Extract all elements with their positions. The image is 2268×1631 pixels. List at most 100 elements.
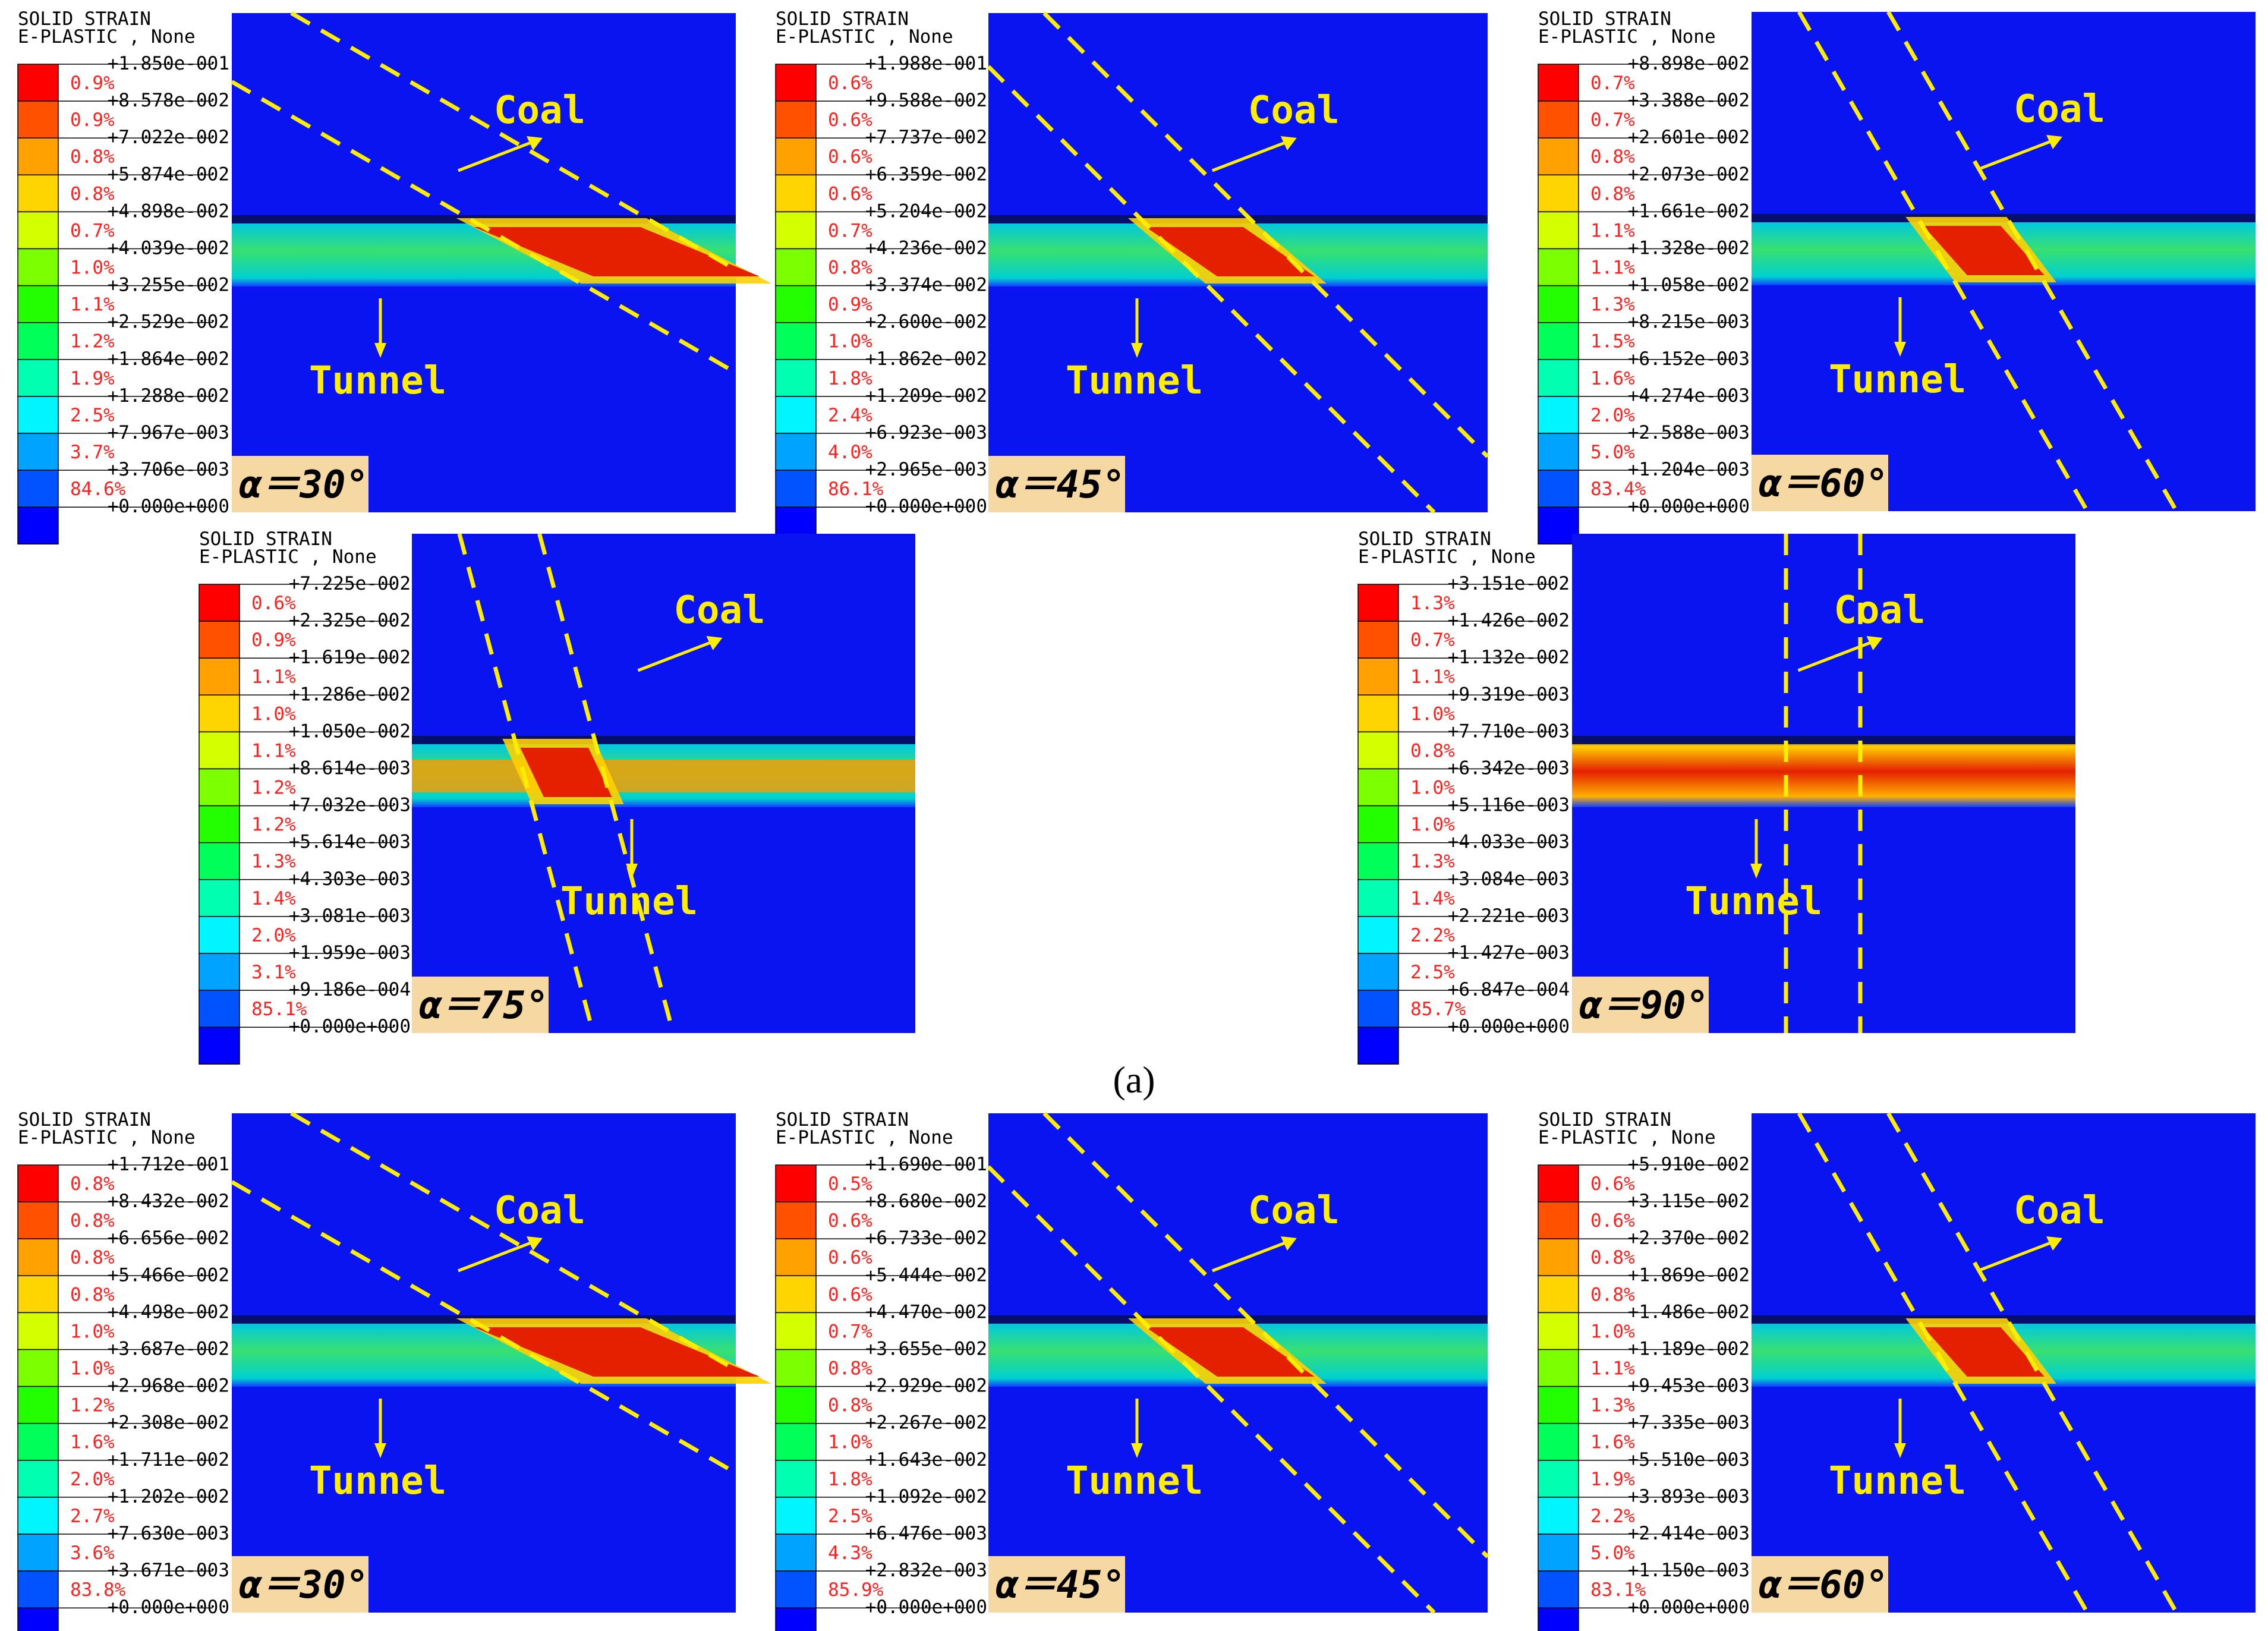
legend-value: +6.476e-003 — [865, 1523, 987, 1544]
angle-label: α＝45° — [996, 1563, 1125, 1607]
legend-swatch — [1357, 916, 1399, 954]
legend-value: +2.588e-003 — [1628, 422, 1750, 443]
legend-swatch — [199, 990, 240, 1028]
legend-value: +6.923e-003 — [865, 422, 987, 443]
legend-swatch — [17, 248, 59, 286]
angle-label-box — [1752, 455, 1888, 511]
legend-value: +0.000e+000 — [108, 1597, 229, 1618]
legend-percent: 1.0% — [1410, 703, 1455, 725]
legend-swatch — [17, 396, 59, 434]
legend-value: +2.221e-003 — [1448, 905, 1570, 927]
coal-arrow — [458, 1239, 536, 1273]
coal-arrowhead — [706, 636, 723, 650]
legend-percent: 1.1% — [1410, 666, 1455, 688]
angle-label: α＝60° — [1759, 462, 1888, 506]
coal-label: Coal — [673, 588, 765, 632]
tunnel-label: Tunnel — [1829, 358, 1966, 402]
legend-swatch — [1357, 694, 1399, 733]
legend-value: +2.601e-002 — [1628, 127, 1750, 148]
legend-value: +3.255e-002 — [108, 275, 229, 296]
legend-swatch — [199, 805, 240, 843]
legend-value: +2.073e-002 — [1628, 163, 1750, 185]
angle-label: α＝75° — [419, 984, 549, 1028]
legend-swatch — [199, 621, 240, 659]
legend-percent: 1.1% — [251, 666, 296, 688]
tunnel-arrowhead — [374, 343, 386, 358]
legend-value: +6.656e-002 — [108, 1227, 229, 1249]
legend-swatch — [775, 1238, 817, 1277]
legend-percent: 1.0% — [1410, 814, 1455, 836]
legend-swatch — [1357, 731, 1399, 770]
contour-plot: Coal Tunnel α＝75° — [412, 533, 915, 1034]
legend-swatch — [1538, 1386, 1579, 1424]
legend-title: SOLID STRAIN — [199, 528, 332, 550]
tunnel-arrowhead — [1131, 1443, 1143, 1458]
legend-percent: 3.6% — [70, 1542, 115, 1564]
contour-plot: Coal Tunnel α＝30° — [231, 11, 772, 512]
legend-percent: 0.8% — [1590, 1284, 1635, 1305]
legend-percent: 3.1% — [251, 962, 296, 983]
legend-value: +1.643e-002 — [865, 1449, 987, 1471]
legend-value: +0.000e+000 — [1628, 1597, 1750, 1618]
legend-subtitle: E-PLASTIC , None — [776, 1127, 953, 1148]
legend-swatch — [775, 396, 817, 434]
legend-value: +1.204e-003 — [1628, 459, 1750, 480]
coal-seam-boundary — [1042, 11, 1489, 458]
legend-swatch — [775, 64, 817, 102]
legend-percent: 85.7% — [1410, 999, 1466, 1020]
legend-swatch — [1538, 100, 1579, 138]
tunnel-label: Tunnel — [1685, 880, 1822, 924]
legend-value: +3.115e-002 — [1628, 1191, 1750, 1212]
legend-value: +2.929e-002 — [865, 1375, 987, 1397]
legend-percent: 1.2% — [70, 1395, 115, 1416]
angle-label-box — [988, 456, 1125, 512]
coal-arrowhead — [2046, 1236, 2062, 1251]
legend-value: +5.204e-002 — [865, 200, 987, 222]
legend-swatch — [199, 657, 240, 696]
legend-swatch — [1538, 1570, 1579, 1608]
coal-seam-boundary — [987, 65, 1436, 514]
legend-value: +5.116e-003 — [1448, 795, 1570, 816]
legend-value: +1.288e-002 — [108, 385, 229, 407]
tunnel-label: Tunnel — [1066, 359, 1203, 403]
legend-value: +0.000e+000 — [1448, 1016, 1570, 1037]
legend-percent: 85.1% — [251, 999, 307, 1020]
legend-percent: 0.6% — [828, 109, 872, 131]
legend-title: SOLID STRAIN — [1538, 8, 1671, 30]
coal-seam-boundary — [457, 533, 596, 1034]
angle-label: α＝30° — [239, 463, 368, 507]
legend-swatch — [199, 694, 240, 733]
legend-percent: 2.0% — [70, 1469, 115, 1490]
legend-percent: 0.9% — [70, 73, 115, 94]
legend-value: +8.680e-002 — [865, 1191, 987, 1212]
legend-swatch — [775, 470, 817, 508]
legend-swatch — [1538, 506, 1579, 545]
band-roof-edge — [1572, 736, 2075, 744]
legend-swatch — [1538, 211, 1579, 250]
legend-percent: 0.7% — [828, 220, 872, 241]
contour-plot: Coal Tunnel α＝60° — [1752, 1112, 2256, 1614]
legend-value: +1.850e-001 — [108, 53, 229, 74]
coal-seam-boundary — [987, 1165, 1436, 1614]
legend-percent: 0.8% — [1590, 1247, 1635, 1268]
legend-value: +1.486e-002 — [1628, 1301, 1750, 1323]
legend-value: +1.050e-002 — [289, 720, 411, 742]
legend-value: +2.267e-002 — [865, 1412, 987, 1434]
legend-subtitle: E-PLASTIC , None — [18, 26, 196, 48]
legend-swatch — [775, 1349, 817, 1387]
legend-percent: 0.8% — [70, 1173, 115, 1195]
legend-swatch — [1357, 953, 1399, 991]
legend-value: +2.414e-003 — [1628, 1523, 1750, 1544]
legend-swatch — [775, 1460, 817, 1498]
legend-value: +2.308e-002 — [108, 1412, 229, 1434]
legend-subtitle: E-PLASTIC , None — [776, 26, 953, 48]
coal-arrow — [1977, 1239, 2056, 1273]
legend-swatch — [1538, 1312, 1579, 1350]
legend-percent: 0.6% — [828, 1284, 872, 1305]
legend-swatch — [199, 768, 240, 807]
